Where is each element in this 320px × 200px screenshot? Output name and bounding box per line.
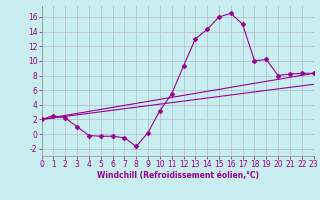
X-axis label: Windchill (Refroidissement éolien,°C): Windchill (Refroidissement éolien,°C) xyxy=(97,171,259,180)
